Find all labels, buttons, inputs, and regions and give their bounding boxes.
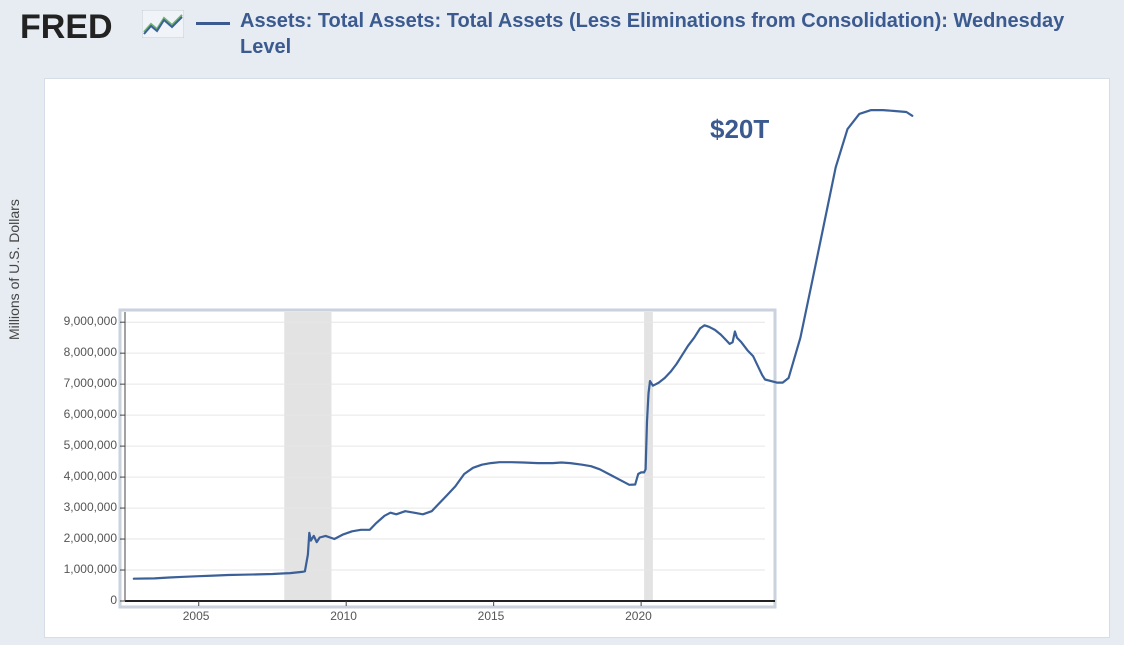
y-tick-label: 8,000,000 bbox=[47, 345, 117, 359]
y-tick-label: 2,000,000 bbox=[47, 531, 117, 545]
chart-svg-wrap bbox=[45, 79, 1109, 637]
annotation-20t: $20T bbox=[710, 114, 769, 145]
y-tick-label: 3,000,000 bbox=[47, 500, 117, 514]
y-axis-label: Millions of U.S. Dollars bbox=[6, 199, 22, 340]
fred-logo-text: FRED bbox=[20, 8, 113, 47]
chart-svg bbox=[45, 79, 1109, 637]
x-tick-label: 2010 bbox=[330, 609, 357, 623]
chart-title: Assets: Total Assets: Total Assets (Less… bbox=[240, 8, 1104, 60]
x-tick-label: 2015 bbox=[478, 609, 505, 623]
x-tick-label: 2020 bbox=[625, 609, 652, 623]
x-tick-label: 2005 bbox=[183, 609, 210, 623]
chart-container: $20T 0 1,000,000 2,000,000 3,000,000 4,000,0… bbox=[44, 78, 1110, 638]
header-bar: FRED Assets: Total Assets: Total Assets … bbox=[0, 0, 1124, 78]
y-tick-label: 9,000,000 bbox=[47, 314, 117, 328]
y-tick-label: 1,000,000 bbox=[47, 562, 117, 576]
y-tick-label: 7,000,000 bbox=[47, 376, 117, 390]
fred-logo-icon bbox=[142, 10, 184, 38]
y-tick-label: 0 bbox=[47, 593, 117, 607]
chart-page: { "logo_text": "FRED", "title": "Assets:… bbox=[0, 0, 1124, 645]
y-tick-label: 5,000,000 bbox=[47, 438, 117, 452]
y-tick-label: 6,000,000 bbox=[47, 407, 117, 421]
y-tick-label: 4,000,000 bbox=[47, 469, 117, 483]
legend-line-swatch bbox=[196, 22, 230, 25]
